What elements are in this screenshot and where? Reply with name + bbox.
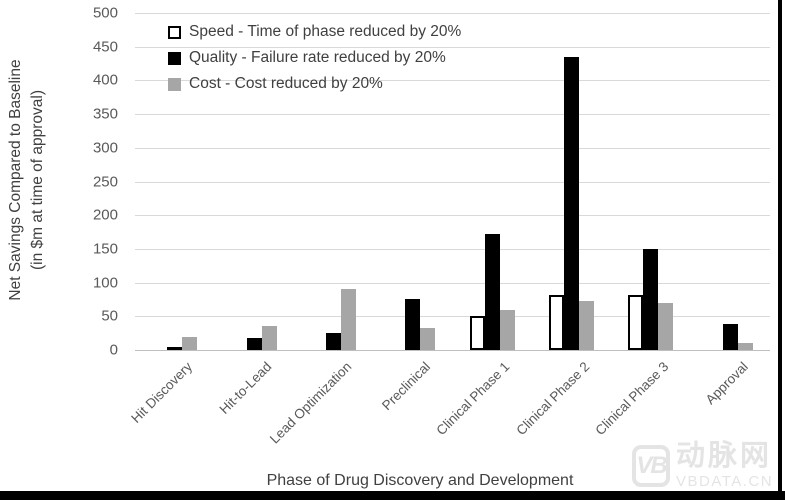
x-tick-label-clinical-phase-2: Clinical Phase 2: [513, 359, 593, 439]
x-tick-label-hit-to-lead: Hit-to-Lead: [216, 359, 275, 417]
watermark-site-name: 动脉网: [676, 440, 773, 472]
bar-quality-lead-optimization: [325, 333, 341, 350]
y-tick-label: 100: [92, 274, 118, 292]
legend-label: Cost - Cost reduced by 20%: [189, 75, 383, 92]
y-tick-label: 50: [101, 307, 118, 325]
gridline: [135, 114, 770, 116]
legend-label: Speed - Time of phase reduced by 20%: [189, 23, 462, 40]
bar-quality-hit-discovery: [167, 346, 183, 350]
bar-cost-hit-discovery: [182, 336, 198, 350]
gridline: [135, 282, 770, 284]
legend-label: Quality - Failure rate reduced by 20%: [189, 49, 446, 66]
gridline: [135, 46, 770, 48]
bar-speed-clinical-phase-2: [549, 294, 565, 350]
legend-item-cost: Cost - Cost reduced by 20%: [168, 71, 461, 97]
legend-marker-quality-icon: [168, 51, 181, 65]
gridline: [135, 80, 770, 82]
bar-quality-approval: [722, 324, 738, 350]
y-tick-label: 400: [92, 71, 118, 89]
bar-cost-hit-to-lead: [261, 326, 277, 350]
x-tick-label-clinical-phase-1: Clinical Phase 1: [433, 359, 513, 439]
bar-cost-clinical-phase-2: [579, 301, 595, 350]
gridline: [135, 147, 770, 149]
bar-cost-clinical-phase-3: [658, 302, 674, 350]
y-axis-title: Net Savings Compared to Baseline (in $m …: [5, 0, 51, 360]
x-tick-label-approval: Approval: [702, 359, 751, 408]
bar-cost-preclinical: [420, 328, 436, 350]
gridline: [135, 248, 770, 250]
watermark-site-url: VBDATA.CN: [676, 473, 774, 490]
bar-cost-clinical-phase-1: [499, 310, 515, 350]
y-tick-label: 300: [92, 139, 118, 157]
bottom-border: [0, 491, 785, 500]
bar-quality-hit-to-lead: [246, 337, 262, 350]
y-tick-label: 450: [92, 38, 118, 56]
gridline: [135, 181, 770, 183]
y-tick-label: 250: [92, 173, 118, 190]
x-tick-label-lead-optimization: Lead Optimization: [266, 359, 355, 447]
y-tick-label: 150: [92, 240, 118, 258]
bar-quality-clinical-phase-1: [484, 234, 500, 350]
watermark: VB 动脉网 VBDATA.CN: [632, 442, 773, 489]
bar-cost-lead-optimization: [340, 288, 356, 350]
legend-marker-speed-icon: [168, 25, 181, 39]
y-tick-label: 0: [109, 341, 118, 359]
bar-quality-clinical-phase-3: [643, 248, 659, 350]
bar-quality-preclinical: [405, 299, 421, 350]
watermark-text: 动脉网 VBDATA.CN: [676, 440, 774, 490]
bar-cost-approval: [737, 343, 753, 350]
x-tick-label-preclinical: Preclinical: [379, 359, 434, 414]
x-axis-line: [135, 350, 770, 351]
gridline: [135, 215, 770, 217]
bar-speed-clinical-phase-1: [469, 316, 485, 350]
y-axis-title-line2: (in $m at time of approval): [29, 89, 46, 271]
y-tick-label: 350: [92, 105, 118, 123]
x-tick-label-clinical-phase-3: Clinical Phase 3: [592, 359, 672, 439]
legend-marker-cost-icon: [168, 77, 181, 91]
gridline: [135, 13, 770, 14]
gridline: [135, 316, 770, 318]
x-axis-title: Phase of Drug Discovery and Development: [266, 472, 574, 489]
right-border: [778, 0, 782, 500]
y-axis-title-line1: Net Savings Compared to Baseline: [7, 59, 24, 301]
legend: Speed - Time of phase reduced by 20% Qual…: [168, 19, 461, 97]
bar-speed-clinical-phase-3: [628, 294, 644, 350]
x-tick-label-hit-discovery: Hit Discovery: [128, 359, 196, 426]
watermark-logo-icon: VB: [632, 444, 670, 487]
y-tick-label: 500: [92, 4, 118, 22]
legend-item-quality: Quality - Failure rate reduced by 20%: [168, 45, 461, 71]
bar-quality-clinical-phase-2: [564, 56, 580, 350]
legend-item-speed: Speed - Time of phase reduced by 20%: [168, 19, 461, 45]
y-tick-label: 200: [92, 206, 118, 224]
